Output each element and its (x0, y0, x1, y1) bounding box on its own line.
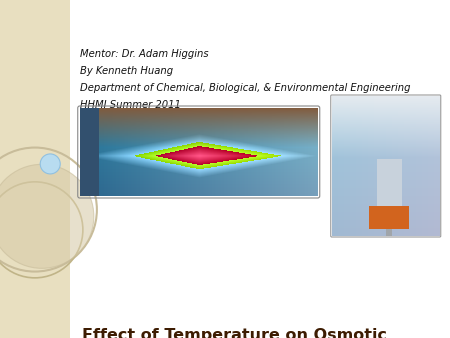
Circle shape (40, 154, 60, 174)
Text: Effect of Temperature on Osmotic
Tolerance Limits for Adherent
Endothelial Cells: Effect of Temperature on Osmotic Toleran… (82, 328, 387, 338)
Circle shape (0, 164, 94, 268)
Text: Mentor: Dr. Adam Higgins: Mentor: Dr. Adam Higgins (80, 49, 208, 59)
Text: HHMI Summer 2011: HHMI Summer 2011 (80, 100, 180, 110)
Polygon shape (0, 0, 70, 338)
Text: Department of Chemical, Biological, & Environmental Engineering: Department of Chemical, Biological, & En… (80, 83, 410, 93)
Text: By Kenneth Huang: By Kenneth Huang (80, 66, 173, 76)
